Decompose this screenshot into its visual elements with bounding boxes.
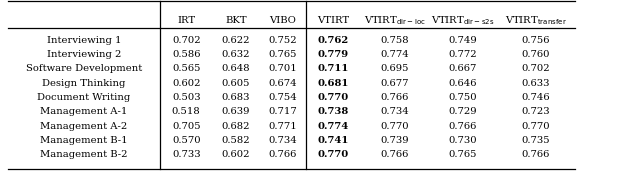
Text: 0.752: 0.752 (268, 36, 297, 45)
Text: 0.756: 0.756 (522, 36, 550, 45)
Text: 0.730: 0.730 (449, 136, 477, 145)
Text: 0.639: 0.639 (221, 107, 250, 116)
Text: 0.770: 0.770 (317, 93, 349, 102)
Text: 0.749: 0.749 (449, 36, 477, 45)
Text: VTIRT$_{\rm transfer}$: VTIRT$_{\rm transfer}$ (505, 14, 567, 27)
Text: 0.622: 0.622 (221, 36, 250, 45)
Text: 0.770: 0.770 (317, 150, 349, 159)
Text: 0.632: 0.632 (221, 50, 250, 59)
Text: 0.674: 0.674 (268, 79, 297, 88)
Text: 0.705: 0.705 (172, 122, 200, 131)
Text: 0.702: 0.702 (172, 36, 200, 45)
Text: 0.602: 0.602 (172, 79, 200, 88)
Text: Management A-2: Management A-2 (40, 122, 127, 131)
Text: 0.734: 0.734 (380, 107, 409, 116)
Text: 0.750: 0.750 (449, 93, 477, 102)
Text: VTIRT$_{\rm dir-loc}$: VTIRT$_{\rm dir-loc}$ (364, 14, 426, 27)
Text: VIBO: VIBO (269, 16, 296, 25)
Text: Design Thinking: Design Thinking (42, 79, 125, 88)
Text: 0.766: 0.766 (268, 150, 297, 159)
Text: 0.766: 0.766 (380, 93, 409, 102)
Text: Interviewing 2: Interviewing 2 (47, 50, 121, 59)
Text: Management B-2: Management B-2 (40, 150, 127, 159)
Text: 0.758: 0.758 (380, 36, 409, 45)
Text: 0.565: 0.565 (172, 64, 200, 73)
Text: 0.746: 0.746 (522, 93, 550, 102)
Text: Software Development: Software Development (26, 64, 142, 73)
Text: BKT: BKT (225, 16, 246, 25)
Text: 0.765: 0.765 (268, 50, 297, 59)
Text: 0.605: 0.605 (221, 79, 250, 88)
Text: VTIRT$_{\rm dir-s2s}$: VTIRT$_{\rm dir-s2s}$ (431, 14, 495, 27)
Text: 0.774: 0.774 (317, 122, 349, 131)
Text: Document Writing: Document Writing (37, 93, 131, 102)
Text: 0.729: 0.729 (449, 107, 477, 116)
Text: 0.772: 0.772 (449, 50, 477, 59)
Text: 0.733: 0.733 (172, 150, 200, 159)
Text: 0.682: 0.682 (221, 122, 250, 131)
Text: 0.771: 0.771 (268, 122, 297, 131)
Text: 0.717: 0.717 (268, 107, 297, 116)
Text: 0.586: 0.586 (172, 50, 200, 59)
Text: 0.702: 0.702 (522, 64, 550, 73)
Text: 0.738: 0.738 (317, 107, 349, 116)
Text: 0.779: 0.779 (317, 50, 349, 59)
Text: 0.701: 0.701 (268, 64, 297, 73)
Text: 0.754: 0.754 (268, 93, 297, 102)
Text: 0.633: 0.633 (522, 79, 550, 88)
Text: Management B-1: Management B-1 (40, 136, 127, 145)
Text: 0.734: 0.734 (268, 136, 297, 145)
Text: 0.667: 0.667 (449, 64, 477, 73)
Text: 0.648: 0.648 (221, 64, 250, 73)
Text: Interviewing 1: Interviewing 1 (47, 36, 121, 45)
Text: 0.774: 0.774 (380, 50, 409, 59)
Text: 0.766: 0.766 (380, 150, 409, 159)
Text: 0.723: 0.723 (522, 107, 550, 116)
Text: 0.739: 0.739 (380, 136, 409, 145)
Text: Management A-1: Management A-1 (40, 107, 127, 116)
Text: 0.762: 0.762 (317, 36, 349, 45)
Text: 0.766: 0.766 (449, 122, 477, 131)
Text: 0.582: 0.582 (221, 136, 250, 145)
Text: 0.770: 0.770 (522, 122, 550, 131)
Text: VTIRT: VTIRT (317, 16, 349, 25)
Text: 0.602: 0.602 (221, 150, 250, 159)
Text: 0.766: 0.766 (522, 150, 550, 159)
Text: 0.741: 0.741 (317, 136, 349, 145)
Text: 0.760: 0.760 (522, 50, 550, 59)
Text: 0.765: 0.765 (449, 150, 477, 159)
Text: 0.695: 0.695 (380, 64, 409, 73)
Text: 0.677: 0.677 (380, 79, 409, 88)
Text: 0.735: 0.735 (522, 136, 550, 145)
Text: 0.503: 0.503 (172, 93, 200, 102)
Text: IRT: IRT (177, 16, 195, 25)
Text: 0.570: 0.570 (172, 136, 200, 145)
Text: 0.518: 0.518 (172, 107, 200, 116)
Text: 0.711: 0.711 (317, 64, 349, 73)
Text: 0.770: 0.770 (380, 122, 409, 131)
Text: 0.681: 0.681 (317, 79, 349, 88)
Text: 0.683: 0.683 (221, 93, 250, 102)
Text: 0.646: 0.646 (449, 79, 477, 88)
